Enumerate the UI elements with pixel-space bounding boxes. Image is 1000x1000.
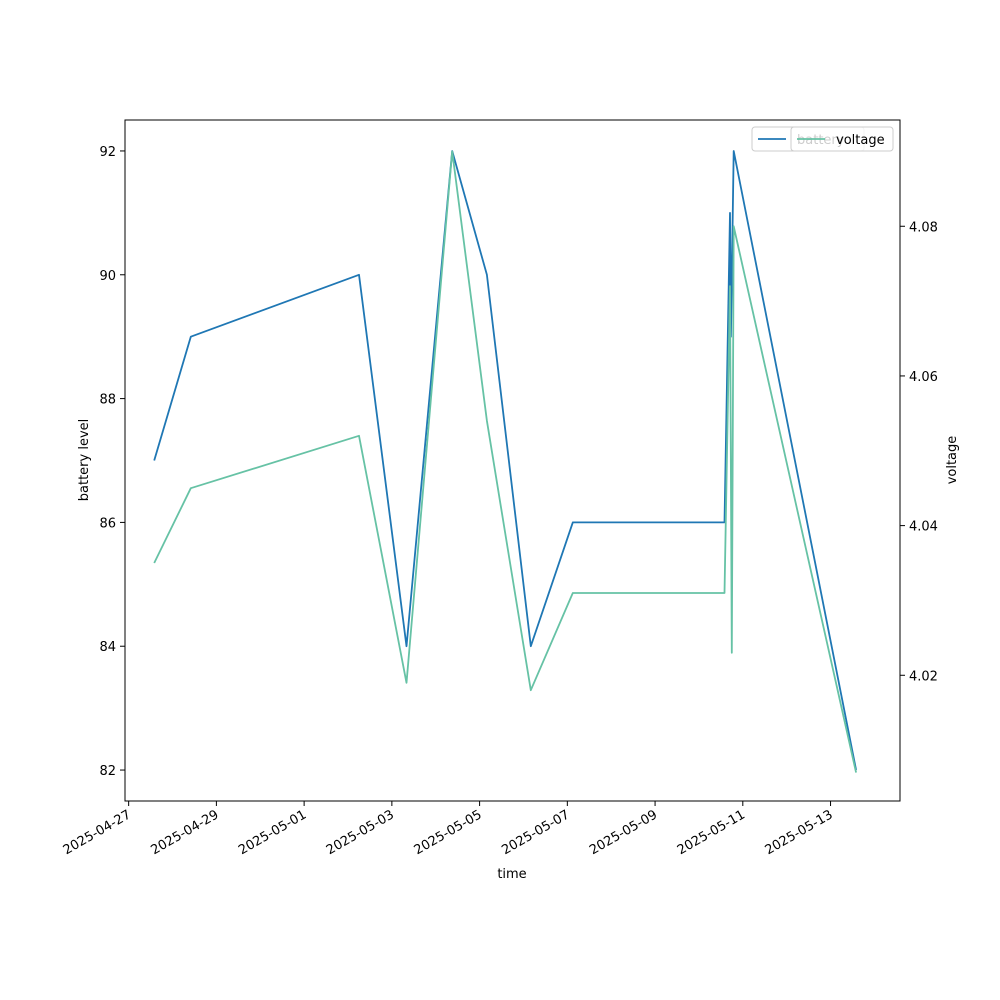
- y-axis-right-label: voltage: [945, 436, 960, 485]
- y-left-tick-label: 84: [99, 640, 116, 655]
- x-axis-label: time: [497, 867, 526, 882]
- legend-layer: batteryvoltage: [751, 126, 894, 152]
- y-left-tick-label: 92: [99, 145, 116, 160]
- y-right-tick-label: 4.02: [909, 669, 938, 684]
- y-axis-left: 82 84 86 88 90 92: [99, 145, 125, 779]
- y-axis-left-label: battery level: [77, 419, 92, 502]
- y-axis-right: 4.02 4.04 4.06 4.08: [900, 220, 938, 684]
- series-line-voltage: [153, 150, 857, 773]
- y-left-tick-label: 82: [99, 764, 116, 779]
- legend-box: [790, 126, 894, 152]
- y-left-tick-label: 86: [99, 516, 116, 531]
- plot-frame: [124, 119, 901, 802]
- y-right-tick-label: 4.08: [909, 220, 938, 235]
- legend-voltage: voltage: [790, 126, 894, 152]
- y-right-tick-label: 4.04: [909, 520, 938, 535]
- y-left-tick-label: 90: [99, 269, 116, 284]
- y-left-tick-label: 88: [99, 393, 116, 408]
- series-layer: [153, 150, 857, 773]
- y-right-tick-label: 4.06: [909, 370, 938, 385]
- legend-label: voltage: [836, 133, 885, 148]
